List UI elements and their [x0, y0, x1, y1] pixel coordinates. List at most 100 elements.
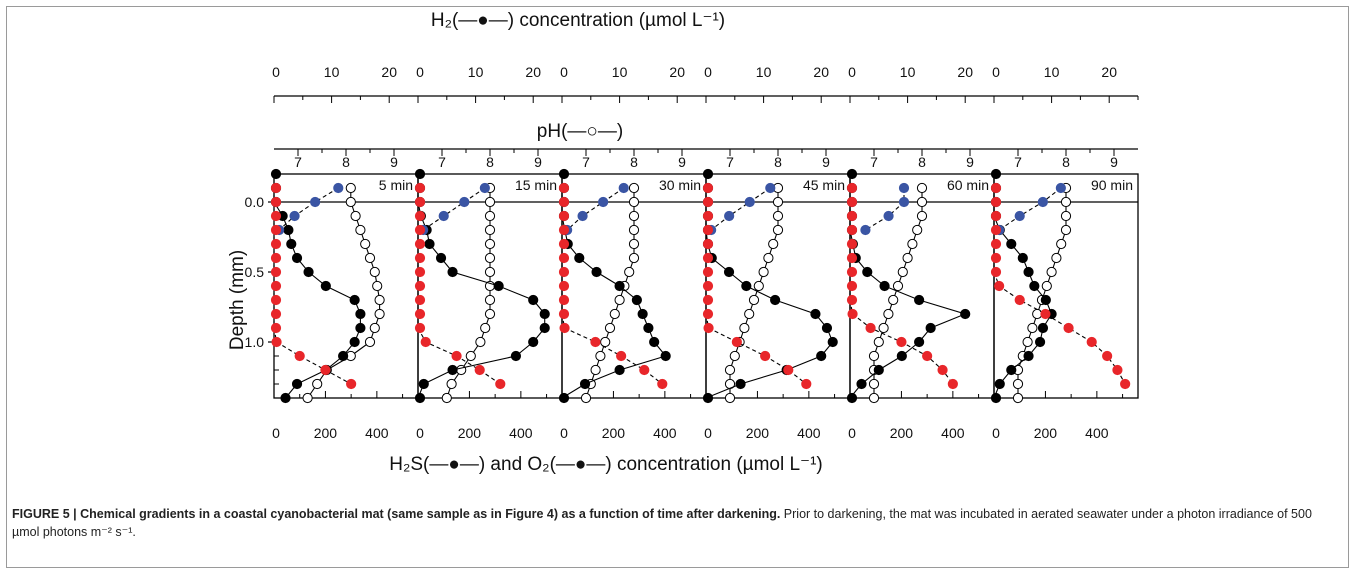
h2-tick-label: 20: [1101, 64, 1117, 80]
h2s-point: [414, 280, 426, 292]
h2-point: [539, 322, 550, 334]
ph-point: [758, 266, 769, 278]
conc-tick-label: 0: [992, 425, 1000, 441]
top-axis-title: H₂(—●—) concentration (µmol L⁻¹): [431, 10, 725, 31]
o2-point: [898, 182, 910, 194]
h2s-point: [616, 350, 627, 362]
ph-point: [484, 308, 496, 320]
h2-point: [270, 168, 282, 180]
ph-point: [484, 294, 496, 306]
h2-point: [1037, 322, 1049, 334]
h2-point: [1006, 238, 1017, 250]
h2s-point: [1086, 336, 1097, 348]
h2s-point: [270, 266, 282, 278]
h2s-point: [558, 280, 570, 292]
o2-point: [724, 210, 735, 222]
h2-point: [643, 322, 654, 334]
h2s-point: [702, 196, 714, 208]
h2-point: [1040, 294, 1051, 306]
ph-point: [609, 308, 620, 320]
o2-series-line: [865, 188, 905, 231]
h2-tick-label: 10: [900, 64, 916, 80]
ph-point: [604, 322, 616, 334]
h2-point: [591, 266, 602, 278]
h2-point: [770, 294, 781, 306]
h2-point: [320, 280, 331, 292]
conc-tick-label: 200: [602, 425, 626, 441]
conc-tick-label: 400: [653, 425, 677, 441]
h2-point: [810, 308, 821, 320]
h2s-point: [783, 364, 794, 376]
ph-point: [729, 350, 740, 362]
figure-frame: [6, 6, 1349, 568]
ph-point: [763, 252, 774, 264]
h2s-point: [414, 308, 426, 320]
h2-point: [990, 392, 1002, 404]
h2s-point: [346, 378, 357, 390]
o2-point: [333, 182, 344, 194]
ph-point: [1022, 336, 1033, 348]
ph-point: [739, 322, 750, 334]
h2s-point: [865, 322, 876, 334]
h2s-point: [474, 364, 485, 376]
ph-tick-label: 8: [918, 154, 926, 170]
h2s-point: [846, 294, 858, 306]
h2-tick-label: 0: [560, 64, 568, 80]
ph-point: [369, 322, 380, 334]
h2-tick-label: 10: [1044, 64, 1060, 80]
h2s-point: [990, 224, 1002, 236]
ph-series-line: [729, 188, 779, 398]
h2-point: [816, 350, 827, 362]
h2-point: [914, 294, 925, 306]
h2-tick-label: 0: [704, 64, 712, 80]
h2-point: [558, 168, 570, 180]
ph-point: [1012, 378, 1024, 390]
ph-point: [364, 252, 376, 264]
ph-point: [1056, 238, 1067, 250]
h2s-point: [702, 294, 714, 306]
panel-label: 90 min: [1091, 177, 1133, 193]
ph-series-line: [873, 188, 923, 398]
caption-text: Prior to darkening, the mat was incubate…: [12, 507, 1312, 539]
h2-point: [702, 392, 714, 404]
ph-point: [628, 210, 640, 222]
h2-tick-label: 0: [992, 64, 1000, 80]
ph-point: [1051, 252, 1062, 264]
h2-point: [873, 364, 884, 376]
h2-point: [493, 280, 504, 292]
conc-tick-label: 400: [1085, 425, 1109, 441]
h2s-point: [846, 252, 858, 264]
ph-point: [374, 308, 385, 320]
h2s-point: [922, 350, 933, 362]
ph-point: [1060, 224, 1072, 236]
ph-point: [484, 224, 496, 236]
h2s-point: [801, 378, 812, 390]
o2-point: [479, 182, 490, 194]
h2s-point: [271, 336, 282, 348]
h2-point: [510, 350, 522, 362]
h2s-point: [558, 224, 570, 236]
ph-point: [364, 336, 376, 348]
ph-point: [628, 182, 640, 194]
panel-label: 5 min: [379, 177, 413, 193]
h2s-point: [702, 280, 714, 292]
ph-point: [883, 308, 894, 320]
h2-point: [925, 322, 936, 334]
h2s-point: [414, 210, 426, 222]
conc-tick-label: 0: [704, 425, 712, 441]
conc-tick-label: 200: [458, 425, 482, 441]
h2s-point: [703, 322, 714, 334]
h2s-point: [847, 308, 858, 320]
ph-point: [595, 350, 606, 362]
h2-point: [896, 350, 907, 362]
ph-series-line: [307, 188, 381, 399]
h2-point: [914, 336, 925, 348]
ph-point: [868, 378, 880, 390]
ph-point: [484, 252, 496, 264]
o2-series-line: [998, 187, 1062, 231]
o2-point: [438, 210, 449, 222]
panel-label: 30 min: [659, 177, 701, 193]
o2-series-line: [566, 187, 625, 231]
h2-point: [735, 378, 746, 390]
h2-tick-label: 20: [957, 64, 973, 80]
